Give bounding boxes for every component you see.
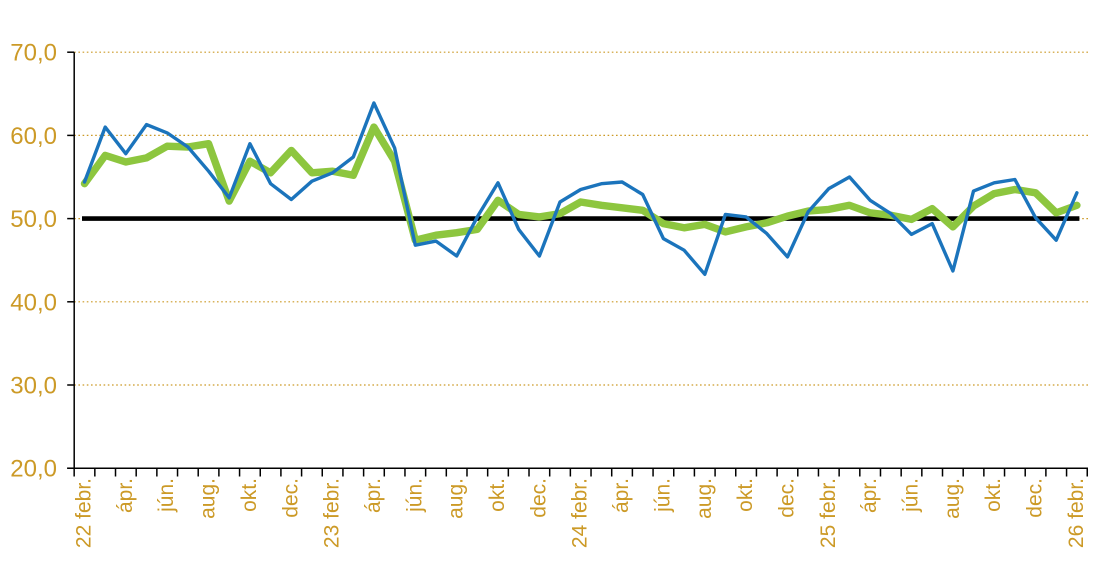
x-tick-label: ápr. [858,478,881,513]
y-tick-label: 50,0 [10,206,57,233]
x-tick-label: okt. [238,478,261,512]
x-tick-label: ápr. [114,478,137,513]
x-tick-label: 23 febr. [321,478,344,548]
x-tick-label: jún. [900,478,923,513]
x-tick-label: okt. [486,478,509,512]
x-tick-label: 24 febr. [569,478,592,548]
x-tick-label: jún. [155,478,178,513]
x-tick-label: aug. [941,478,964,519]
x-tick-label: 25 febr. [817,478,840,548]
y-tick-label: 70,0 [10,40,57,67]
x-tick-label: dec. [775,478,798,518]
x-tick-label: jún. [651,478,674,513]
x-tick-label: dec. [1024,478,1047,518]
series-green-thick [80,123,1081,244]
x-tick-label: jún. [403,478,426,513]
y-tick-label: 20,0 [10,456,57,483]
x-tick-label: aug. [197,478,220,519]
x-tick-label: aug. [693,478,716,519]
series-blue-thin [82,101,1079,276]
y-tick-label: 60,0 [10,123,57,150]
x-tick-label: ápr. [362,478,385,513]
x-tick-label: 26 febr. [1065,478,1088,548]
y-tick-label: 30,0 [10,373,57,400]
x-tick-label: ápr. [610,478,633,513]
x-tick-label: 22 febr. [73,478,96,548]
x-tick-label: dec. [527,478,550,518]
x-tick-label: dec. [279,478,302,518]
x-tick-label: okt. [982,478,1005,512]
x-tick-label: aug. [445,478,468,519]
y-tick-label: 40,0 [10,289,57,316]
x-tick-label: okt. [734,478,757,512]
